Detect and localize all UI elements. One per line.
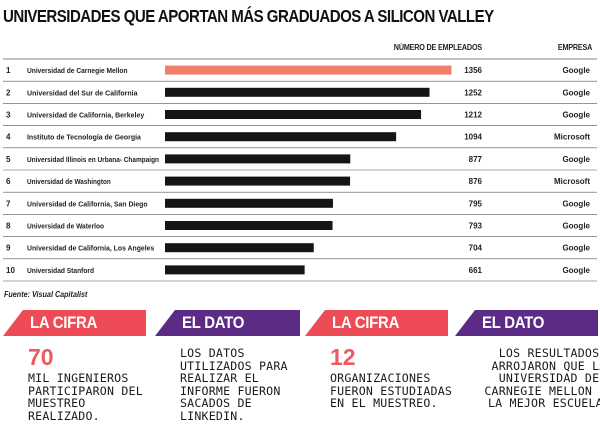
company-label: Google	[562, 155, 590, 164]
bar	[165, 65, 452, 75]
card-banner: LA CIFRA	[305, 310, 448, 336]
employees-column-header: NÚMERO DE EMPLEADOS	[393, 43, 482, 52]
university-label: Universidad de California, Los Angeles	[27, 244, 154, 253]
card-banner: EL DATO	[155, 310, 300, 336]
card-banner: EL DATO	[455, 310, 598, 336]
bar	[165, 132, 397, 142]
university-label: Universidad del Sur de California	[27, 88, 138, 97]
card-banner: LA CIFRA	[3, 310, 146, 336]
bar	[165, 198, 333, 208]
bar-chart: 1 Universidad de Carnegie Mellon 1356 Googl…	[3, 58, 597, 282]
info-card-dato-2: EL DATO LOS RESULTADOS ARROJARON QUE LA …	[455, 310, 600, 441]
rank-label: 2	[6, 88, 11, 97]
university-label: Universidad Illinois en Urbana- Champaig…	[27, 155, 159, 164]
card-body-text: MIL INGENIEROS PARTICIPARON DEL MUESTREO…	[28, 371, 143, 423]
rank-label: 8	[6, 222, 11, 231]
card-body-text: LOS RESULTADOS ARROJARON QUE LA UNIVERSI…	[484, 346, 600, 411]
company-label: Google	[562, 244, 590, 253]
university-label: Universidad de California, San Diego	[27, 199, 148, 208]
bar	[165, 110, 422, 119]
bar	[165, 154, 351, 164]
company-label: Microsoft	[554, 133, 590, 142]
bar	[165, 265, 305, 275]
employees-value-label: 793	[469, 222, 483, 231]
rank-label: 6	[6, 177, 11, 186]
info-card-cifra-1: LA CIFRA 70 MIL INGENIEROS PARTICIPARON …	[3, 310, 146, 441]
university-label: Universidad de Waterloo	[27, 222, 104, 231]
university-label: Instituto de Tecnología de Georgia	[27, 133, 142, 142]
university-label: Universidad Stanford	[27, 266, 94, 275]
company-label: Google	[562, 266, 590, 275]
card-banner-label: EL DATO	[482, 313, 545, 332]
rank-label: 10	[6, 266, 15, 275]
employees-value-label: 1094	[464, 133, 482, 142]
university-label: Universidad de California, Berkeley	[27, 111, 145, 120]
employees-value-label: 1356	[464, 66, 482, 75]
company-label: Google	[562, 222, 590, 231]
card-banner-label: EL DATO	[182, 313, 245, 332]
bar	[165, 243, 314, 253]
company-label: Google	[562, 88, 590, 97]
chart-title: UNIVERSIDADES QUE APORTAN MÁS GRADUADOS …	[3, 6, 494, 26]
bar	[165, 221, 333, 230]
employees-value-label: 1252	[464, 88, 482, 97]
company-label: Google	[562, 111, 590, 120]
card-big-number: 70	[28, 344, 54, 370]
company-label: Google	[562, 66, 590, 75]
employees-value-label: 1212	[464, 111, 482, 120]
employees-value-label: 795	[469, 199, 483, 208]
bar	[165, 87, 430, 97]
bar	[165, 176, 351, 186]
rank-label: 9	[6, 244, 11, 253]
university-label: Universidad de Washington	[27, 177, 111, 186]
info-card-dato-1: EL DATO LOS DATOS UTILIZADOS PARA REALIZ…	[155, 310, 300, 441]
rank-label: 1	[6, 66, 11, 75]
rank-label: 3	[6, 111, 11, 120]
card-body-text: ORGANIZACIONES FUERON ESTUDIADAS EN EL M…	[330, 371, 453, 411]
card-banner-label: LA CIFRA	[332, 313, 400, 332]
card-body-text: LOS DATOS UTILIZADOS PARA REALIZAR EL IN…	[180, 346, 288, 423]
company-column-header: EMPRESA	[557, 43, 593, 52]
card-big-number: 12	[330, 344, 356, 370]
university-label: Universidad de Carnegie Mellon	[27, 66, 128, 75]
rank-label: 4	[6, 133, 11, 142]
rank-label: 7	[6, 199, 11, 208]
company-label: Microsoft	[554, 177, 590, 186]
rank-label: 5	[6, 155, 11, 164]
employees-value-label: 704	[469, 244, 483, 253]
employees-value-label: 877	[469, 155, 483, 164]
employees-value-label: 876	[469, 177, 483, 186]
card-banner-label: LA CIFRA	[30, 313, 98, 332]
info-card-cifra-2: LA CIFRA 12 ORGANIZACIONES FUERON ESTUDI…	[305, 310, 452, 441]
company-label: Google	[562, 199, 590, 208]
employees-value-label: 661	[469, 266, 483, 275]
source-note: Fuente: Visual Capitalist	[4, 290, 88, 299]
